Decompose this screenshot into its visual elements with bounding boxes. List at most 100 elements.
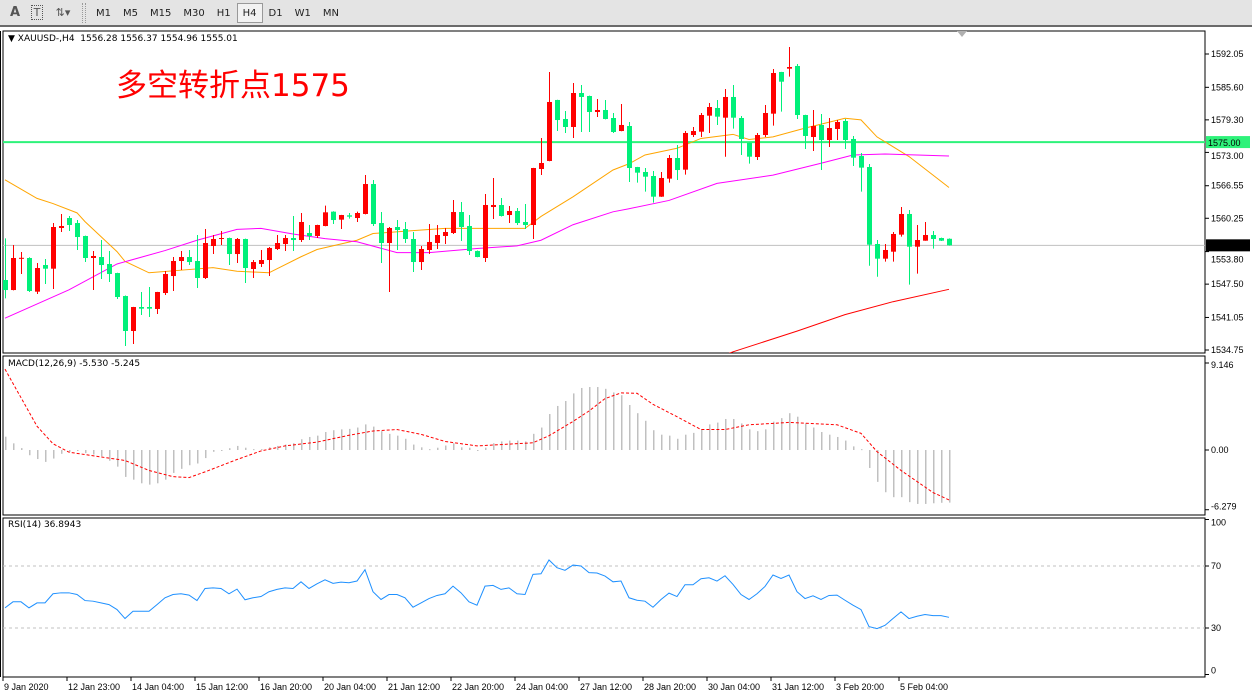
macd-histogram-bar	[485, 447, 487, 450]
macd-histogram-bar	[821, 432, 823, 450]
price-axis-label: 1547.50	[1211, 279, 1244, 289]
timeframe-m30[interactable]: M30	[183, 7, 205, 19]
macd-histogram-bar	[37, 450, 39, 460]
candle-bear	[195, 260, 200, 278]
candle-bull	[883, 249, 888, 259]
candle-bear	[187, 257, 192, 263]
macd-histogram-bar	[701, 429, 703, 450]
candle-bull	[211, 238, 216, 247]
macd-histogram-bar	[333, 430, 335, 450]
candle-bear	[851, 138, 856, 158]
macd-histogram-bar	[901, 450, 903, 498]
macd-histogram-bar	[349, 428, 351, 450]
chart-shift-marker-icon	[957, 31, 967, 37]
macd-histogram-bar	[221, 450, 223, 451]
macd-histogram-bar	[741, 423, 743, 450]
candle-bear	[115, 273, 120, 297]
macd-histogram-bar	[781, 418, 783, 450]
candle-bull	[507, 210, 512, 216]
candle-bull	[203, 243, 208, 278]
candle-bear	[867, 167, 872, 245]
toolbar: A T ⇅▾ M1 M5 M15 M30 H1 H4 D1 W1 MN	[0, 0, 1252, 27]
timeframe-mn[interactable]: MN	[322, 7, 339, 19]
macd-histogram-bar	[669, 435, 671, 450]
text-label-icon[interactable]: T	[26, 3, 48, 23]
macd-histogram-bar	[829, 434, 831, 450]
macd-histogram-bar	[797, 416, 799, 450]
candle-bear	[403, 229, 408, 239]
macd-histogram-bar	[557, 405, 559, 450]
timeframe-h4[interactable]: H4	[236, 2, 263, 23]
time-axis-label: 22 Jan 20:00	[452, 682, 504, 692]
macd-histogram-bar	[773, 421, 775, 450]
candle-bull	[355, 213, 360, 219]
macd-histogram-bar	[397, 435, 399, 450]
macd-histogram-bar	[229, 448, 231, 450]
candle-bear	[347, 215, 352, 217]
macd-histogram-bar	[325, 432, 327, 450]
rsi-panel-frame	[2, 517, 1206, 678]
macd-histogram-bar	[645, 420, 647, 450]
candle-bull	[683, 132, 688, 170]
rsi-axis-label: 100	[1211, 518, 1226, 528]
macd-histogram-bar	[597, 387, 599, 450]
candle-bull	[267, 247, 272, 261]
candle-bear	[563, 118, 568, 127]
timeframe-d1[interactable]: D1	[268, 7, 283, 19]
timeframe-m1[interactable]: M1	[96, 7, 111, 19]
rsi-line	[4, 559, 950, 630]
candle-bull	[59, 226, 64, 228]
time-axis-label: 16 Jan 20:00	[260, 682, 312, 692]
ma_slow-line	[728, 288, 950, 353]
rsi-title: RSI(14) 36.8943	[8, 520, 82, 530]
ma_mid-line	[4, 153, 950, 319]
candle-bull	[283, 238, 288, 244]
timeframe-m15[interactable]: M15	[150, 7, 172, 19]
macd-histogram-bar	[893, 450, 895, 498]
macd-histogram-bar	[365, 424, 367, 450]
candle-bear	[291, 238, 296, 241]
macd-histogram-bar	[29, 450, 31, 456]
candle-bear	[75, 223, 80, 238]
macd-histogram-bar	[69, 450, 71, 452]
arrows-icon[interactable]: ⇅▾	[55, 6, 71, 19]
text-icon[interactable]: A	[9, 5, 21, 20]
candle-bull	[827, 128, 832, 141]
macd-histogram-bar	[629, 405, 631, 450]
macd-histogram-bar	[853, 446, 855, 450]
candle-bull	[259, 260, 264, 264]
candle-bear	[587, 95, 592, 113]
candle-bull	[707, 107, 712, 116]
candle-bear	[643, 171, 648, 177]
time-axis-label: 31 Jan 12:00	[772, 682, 824, 692]
candle-bull	[91, 255, 96, 258]
candle-bear	[371, 184, 376, 225]
timeframe-w1[interactable]: W1	[294, 7, 311, 19]
candle-bear	[819, 124, 824, 141]
candle-bear	[555, 99, 560, 121]
macd-histogram-bar	[173, 450, 175, 473]
macd-histogram-bar	[941, 450, 943, 503]
macd-histogram-bar	[805, 423, 807, 450]
macd-histogram-bar	[237, 445, 239, 450]
candle-bear	[731, 96, 736, 118]
time-axis-label: 12 Jan 23:00	[68, 682, 120, 692]
macd-histogram-bar	[757, 431, 759, 450]
candle-bull	[427, 241, 432, 250]
candle-bull	[763, 112, 768, 135]
macd-histogram-bar	[661, 434, 663, 450]
candle-bull	[435, 235, 440, 244]
candle-bear	[739, 118, 744, 139]
macd-histogram-bar	[637, 413, 639, 450]
macd-histogram-bar	[133, 450, 135, 480]
timeframe-h1[interactable]: H1	[216, 7, 231, 19]
candle-bear	[779, 71, 784, 82]
macd-histogram-bar	[405, 438, 407, 450]
timeframe-m5[interactable]: M5	[123, 7, 138, 19]
macd-histogram-bar	[213, 450, 215, 452]
macd-histogram-bar	[381, 431, 383, 450]
current-price-label: 1555.01	[1208, 241, 1241, 251]
candle-bull	[571, 93, 576, 127]
candle-bear	[147, 307, 152, 309]
